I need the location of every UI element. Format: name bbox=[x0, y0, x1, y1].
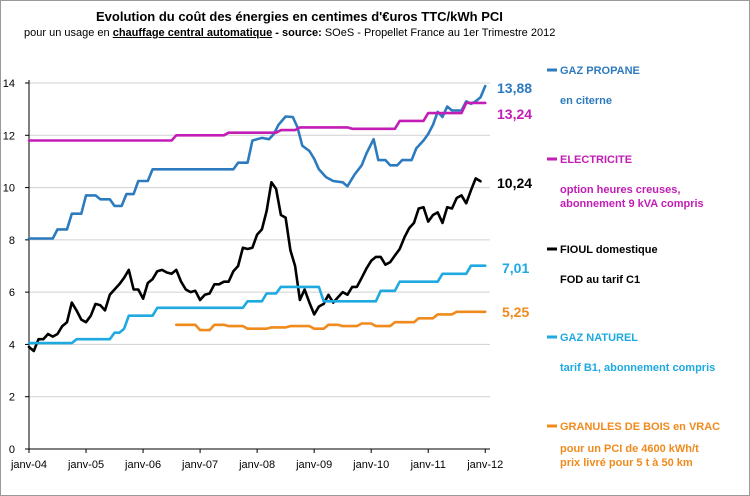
subtitle-separator: - source: bbox=[272, 27, 322, 39]
series-line bbox=[27, 177, 482, 353]
subtitle-emphasis: chauffage central automatique bbox=[112, 27, 273, 39]
legend-description: option heures creuses, bbox=[560, 184, 680, 196]
series-line bbox=[27, 84, 487, 240]
legend-description: pour un PCI de 4600 kWh/t bbox=[560, 443, 699, 455]
legend-description: abonnement 9 kVA compris bbox=[560, 198, 704, 210]
x-tick-label: janv-12 bbox=[466, 459, 503, 471]
end-value-label: 10,24 bbox=[497, 175, 532, 191]
y-tick-label: 2 bbox=[9, 392, 15, 404]
series-line bbox=[27, 264, 487, 345]
y-tick-label: 6 bbox=[9, 287, 15, 299]
x-tick-label: janv-06 bbox=[124, 459, 161, 471]
y-tick-label: 0 bbox=[9, 444, 15, 456]
legend-name: GAZ NATUREL bbox=[560, 332, 638, 344]
legend-name: GAZ PROPANE bbox=[560, 65, 640, 77]
y-tick-label: 4 bbox=[9, 339, 15, 351]
y-tick-label: 10 bbox=[3, 183, 15, 195]
end-value-labels: 13,88 13,24 10,24 7,01 5,25 bbox=[497, 80, 532, 320]
x-tick-label: janv-08 bbox=[238, 459, 275, 471]
x-tick-label: janv-07 bbox=[181, 459, 218, 471]
subtitle-prefix: pour un usage en bbox=[24, 27, 110, 39]
x-tick-label: janv-09 bbox=[295, 459, 332, 471]
end-value-label: 13,24 bbox=[497, 106, 532, 122]
legend-name: GRANULES DE BOIS en VRAC bbox=[560, 421, 720, 433]
legend: GAZ PROPANE en citerne ELECTRICITE option h… bbox=[547, 65, 720, 469]
legend-description: prix livré pour 5 t à 50 km bbox=[560, 457, 693, 469]
series-lines bbox=[27, 84, 487, 353]
grid-lines bbox=[29, 82, 490, 398]
series-line bbox=[175, 310, 487, 332]
y-tick-labels: 0 2 4 6 8 10 12 14 bbox=[3, 78, 15, 456]
y-tick-label: 8 bbox=[9, 235, 15, 247]
legend-description: tarif B1, abonnement compris bbox=[560, 362, 715, 374]
x-tick-labels: janv-04 janv-05 janv-06 janv-07 janv-08 janv-… bbox=[10, 459, 503, 471]
chart-title: Evolution du coût des énergies en centim… bbox=[96, 9, 503, 24]
chart-subtitle: pour un usage en chauffage central autom… bbox=[24, 27, 555, 39]
legend-description: FOD au tarif C1 bbox=[560, 274, 640, 286]
end-value-label: 5,25 bbox=[502, 304, 529, 320]
x-tick-label: janv-05 bbox=[67, 459, 104, 471]
legend-name: ELECTRICITE bbox=[560, 154, 632, 166]
x-tick-label: janv-10 bbox=[352, 459, 389, 471]
series-line bbox=[27, 101, 487, 142]
legend-name: FIOUL domestique bbox=[560, 244, 658, 256]
legend-description: en citerne bbox=[560, 95, 612, 107]
end-value-label: 7,01 bbox=[502, 260, 529, 276]
end-value-label: 13,88 bbox=[497, 80, 532, 96]
y-tick-label: 12 bbox=[3, 130, 15, 142]
x-tick-label: janv-11 bbox=[410, 459, 446, 471]
y-tick-label: 14 bbox=[3, 78, 15, 90]
x-tick-label: janv-04 bbox=[10, 459, 47, 471]
subtitle-source: SOeS - Propellet France au 1er Trimestre… bbox=[321, 27, 556, 39]
